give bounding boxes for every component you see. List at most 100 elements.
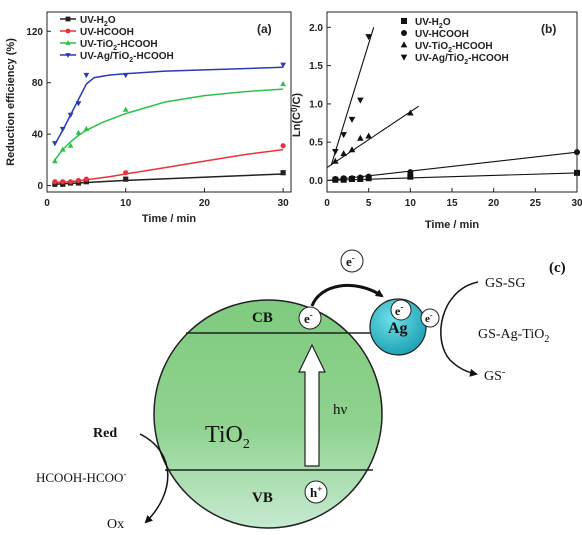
y-axis-title-a: Reduction efficiency (%)	[5, 38, 17, 166]
chart-panel-b: 0 5 10 15 20 25 30 0.0 0.5 1.0 1.5 2.0 (b) Time / m…	[290, 11, 582, 231]
plot-frame-a	[46, 11, 292, 193]
tio2-particle	[153, 299, 383, 529]
data-point	[67, 112, 74, 118]
data-point	[122, 72, 129, 79]
data-point	[348, 116, 356, 123]
legend-marker	[65, 40, 71, 45]
data-point	[348, 146, 356, 153]
legend-label: UV-TiO2-HCOOH	[80, 39, 158, 52]
y-axis-title-b: Ln(C0/C)	[290, 93, 303, 138]
data-point	[280, 80, 286, 87]
data-point	[357, 97, 364, 104]
data-point	[122, 106, 129, 112]
y-tick-label: 0.0	[309, 176, 323, 187]
data-point	[59, 126, 66, 133]
legend-marker	[65, 28, 71, 34]
x-axis-title-a: Time / min	[142, 213, 196, 225]
data-point	[75, 101, 82, 107]
data-point	[332, 175, 339, 182]
ag-nanoparticle	[369, 298, 427, 356]
data-point	[60, 179, 66, 185]
data-point	[68, 179, 74, 185]
x-tick-label: 5	[366, 198, 372, 209]
fit-line-2	[327, 105, 420, 168]
hv-label: hν	[333, 402, 348, 418]
data-point	[67, 142, 74, 148]
data-point	[365, 173, 372, 180]
fit-line-3	[330, 27, 375, 166]
data-point	[280, 170, 286, 176]
fit-line-1	[54, 148, 284, 184]
tio2-label: TiO2	[205, 422, 250, 452]
data-point	[332, 149, 339, 156]
legend-label: UV-TiO2-HCOOH	[415, 41, 493, 54]
panel-label-a: (a)	[257, 22, 272, 36]
ag-electron-icon-1	[390, 299, 412, 321]
legend-label: UV-H2O	[80, 15, 116, 28]
legend-label: UV-H2O	[415, 17, 451, 30]
electron-transfer-arrow	[310, 283, 384, 307]
data-point	[332, 157, 339, 164]
cb-electron-label: e-	[304, 310, 313, 326]
data-point	[407, 173, 414, 180]
data-point	[407, 169, 414, 176]
data-point	[52, 158, 58, 164]
gs-minus-label: GS-	[484, 367, 505, 384]
x-tick-label: 10	[405, 198, 417, 209]
data-point	[349, 175, 355, 182]
y-tick-label: 1.5	[309, 61, 323, 72]
x-tick-label: 10	[120, 198, 132, 209]
legend-label: UV-Ag/TiO2-HCOOH	[80, 51, 174, 64]
data-point	[83, 72, 90, 79]
gssg-reduction-arrow	[440, 281, 479, 377]
legend-marker	[400, 54, 408, 61]
y-tick-label: 80	[32, 78, 44, 89]
data-point	[340, 150, 347, 157]
vb-label: VB	[252, 490, 273, 506]
cb-electron-icon	[298, 306, 322, 330]
gs-sg-label: GS-SG	[485, 276, 525, 291]
data-point	[357, 134, 364, 141]
x-axis-title-b: Time / min	[425, 219, 479, 231]
photon-excitation-arrow	[298, 343, 326, 467]
ox-label: Ox	[107, 517, 124, 532]
legend-marker	[65, 16, 71, 22]
legend-marker	[65, 53, 71, 58]
data-point	[123, 176, 129, 182]
ag-electron-label-1: e-	[395, 302, 403, 318]
data-point	[280, 62, 286, 68]
data-point	[280, 143, 286, 149]
legend-marker	[400, 41, 408, 48]
legend-label: UV-Ag/TiO2-HCOOH	[415, 53, 509, 66]
vb-hole-icon	[304, 480, 328, 504]
vb-hole-label: h+	[310, 484, 322, 500]
x-tick-label: 0	[324, 198, 330, 209]
x-tick-label: 25	[530, 198, 542, 209]
data-point	[123, 170, 129, 176]
mechanism-diagram: (c) CB VB TiO2 hν e- h+ e- Ag e- e- GS-S	[36, 249, 566, 532]
ag-electron-label-2: e-	[425, 311, 433, 325]
y-tick-label: 40	[32, 130, 44, 141]
panel-label-b: (b)	[541, 22, 556, 36]
panel-label-c: (c)	[549, 260, 566, 276]
x-tick-label: 0	[44, 198, 50, 209]
legend-marker	[401, 18, 407, 24]
legend-marker	[401, 30, 407, 36]
y-tick-label: 1.0	[309, 99, 323, 110]
legend-label: UV-HCOOH	[80, 27, 134, 38]
data-point	[52, 179, 58, 185]
y-tick-label: 2.0	[309, 23, 323, 34]
legend-label: UV-HCOOH	[415, 29, 469, 40]
data-point	[75, 177, 82, 184]
transfer-electron-label: e-	[346, 253, 355, 269]
oxidation-arrow	[139, 433, 169, 524]
legend-b: UV-H2OUV-HCOOHUV-TiO2-HCOOHUV-Ag/TiO2-HC…	[400, 17, 509, 66]
data-point	[365, 132, 372, 139]
x-tick-label: 30	[571, 198, 582, 209]
data-point	[59, 146, 66, 152]
data-point	[340, 175, 347, 182]
ag-label: Ag	[388, 320, 408, 337]
data-point	[340, 132, 347, 139]
cb-label: CB	[252, 310, 273, 326]
y-tick-label: 0.5	[309, 138, 323, 149]
